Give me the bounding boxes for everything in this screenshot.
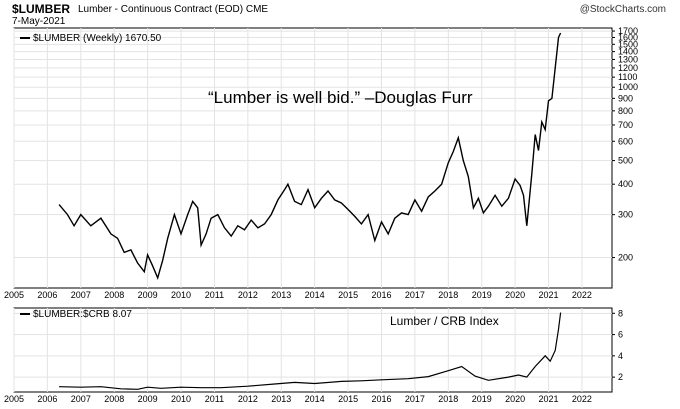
lumber-crb-ratio-line: [59, 312, 562, 390]
main-y-tick-label: 400: [618, 179, 633, 189]
chart-symbol: $LUMBER: [12, 2, 71, 16]
main-y-tick-label: 900: [618, 93, 633, 103]
main-y-tick-label: 600: [618, 136, 633, 146]
ratio-panel-frame: [13, 307, 613, 393]
main-x-tick-label: 2009: [138, 290, 158, 300]
ratio-x-tick-label: 2013: [271, 394, 291, 404]
ratio-x-tick-label: 2014: [305, 394, 325, 404]
chart-date: 7-May-2021: [12, 16, 66, 27]
ratio-x-tick-label: 2018: [438, 394, 458, 404]
ratio-x-tick-label: 2021: [539, 394, 559, 404]
main-x-tick-label: 2019: [472, 290, 492, 300]
ratio-y-tick-label: 8: [618, 308, 623, 318]
ratio-x-tick-label: 2015: [338, 394, 358, 404]
main-x-tick-label: 2018: [438, 290, 458, 300]
main-x-tick-label: 2008: [104, 290, 124, 300]
ratio-y-ticks: 2 4 6 8: [612, 308, 623, 382]
ratio-x-tick-label: 2017: [405, 394, 425, 404]
ratio-y-tick-label: 6: [618, 330, 623, 340]
main-x-tick-label: 2010: [171, 290, 191, 300]
ratio-x-tick-label: 2007: [71, 394, 91, 404]
main-x-tick-label: 2022: [572, 290, 592, 300]
main-legend-label: $LUMBER (Weekly) 1670.50: [33, 33, 162, 44]
main-x-tick-label: 2016: [371, 290, 391, 300]
main-y-tick-label: 1400: [618, 47, 638, 57]
main-y-tick-label: 300: [618, 210, 633, 220]
main-x-tick-label: 2020: [505, 290, 525, 300]
exchange-text: CME: [245, 4, 269, 15]
ratio-x-tick-label: 2016: [371, 394, 391, 404]
main-x-tick-label: 2015: [338, 290, 358, 300]
main-panel-frame: [13, 27, 613, 289]
ratio-x-tick-label: 2009: [138, 394, 158, 404]
main-y-tick-label: 1200: [618, 63, 638, 73]
main-x-tick-label: 2013: [271, 290, 291, 300]
main-y-tick-label: 1600: [618, 32, 638, 42]
chart-description: Lumber - Continuous Contract (EOD) CME: [78, 4, 268, 15]
main-y-tick-label: 1100: [618, 72, 637, 82]
main-y-tick-label: 1300: [618, 54, 638, 64]
ratio-y-tick-label: 4: [618, 351, 623, 361]
main-x-ticks: 2005 2006 2007 2008 2009 2010 2011 2012 2013 2014…: [4, 290, 592, 300]
lumber-price-line: [58, 32, 562, 281]
main-y-tick-label: 800: [618, 106, 633, 116]
ratio-x-tick-label: 2022: [572, 394, 592, 404]
description-text: Lumber - Continuous Contract (EOD): [78, 4, 244, 15]
main-y-tick-label: 1500: [618, 39, 638, 49]
ratio-x-tick-label: 2008: [104, 394, 124, 404]
ratio-x-tick-label: 2011: [205, 394, 224, 404]
ratio-annotation: Lumber / CRB Index: [390, 314, 499, 328]
ratio-x-tick-label: 2005: [4, 394, 24, 404]
ratio-x-ticks: 2005 2006 2007 2008 2009 2010 2011 2012 2013 2014…: [4, 394, 592, 404]
main-y-tick-label: 700: [618, 120, 633, 130]
main-x-tick-label: 2021: [539, 290, 559, 300]
main-y-tick-label: 1700: [618, 26, 638, 36]
main-y-tick-label: 1000: [618, 82, 638, 92]
ratio-x-tick-label: 2012: [238, 394, 258, 404]
main-x-tick-label: 2005: [4, 290, 24, 300]
quote-annotation: “Lumber is well bid.” –Douglas Furr: [208, 88, 473, 107]
ratio-x-tick-label: 2010: [171, 394, 191, 404]
ratio-grid: [13, 308, 612, 392]
main-x-tick-label: 2017: [405, 290, 425, 300]
main-x-tick-label: 2011: [205, 290, 224, 300]
source-credit: @StockCharts.com: [579, 4, 666, 15]
main-x-tick-label: 2006: [37, 290, 57, 300]
ratio-x-tick-label: 2006: [37, 394, 57, 404]
ratio-legend-label: $LUMBER:$CRB 8.07: [33, 309, 132, 320]
main-y-ticks: 200 300 400 500 600 700 800 9001000110012001300…: [612, 26, 638, 263]
ratio-y-tick-label: 2: [618, 372, 623, 382]
main-x-tick-label: 2012: [238, 290, 258, 300]
main-y-tick-label: 200: [618, 253, 633, 263]
main-x-tick-label: 2014: [305, 290, 325, 300]
ratio-x-tick-label: 2019: [472, 394, 492, 404]
main-grid: [13, 28, 612, 288]
main-x-tick-label: 2007: [71, 290, 91, 300]
ratio-x-tick-label: 2020: [505, 394, 525, 404]
main-y-tick-label: 500: [618, 156, 633, 166]
